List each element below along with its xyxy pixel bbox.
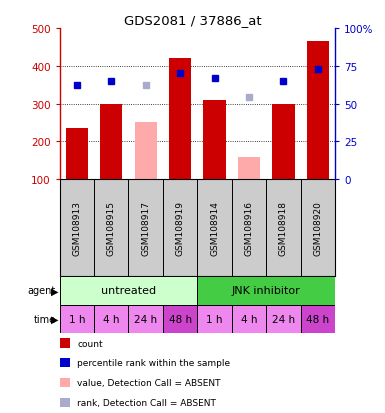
Bar (197, 277, 335, 305)
Text: count: count (77, 339, 103, 348)
Text: GSM108917: GSM108917 (141, 201, 150, 256)
Bar (266, 305, 301, 333)
Text: 24 h: 24 h (134, 314, 157, 324)
Text: GSM108913: GSM108913 (72, 201, 81, 256)
Text: GDS2081 / 37886_at: GDS2081 / 37886_at (124, 14, 261, 27)
Bar (306, 42, 329, 180)
Bar (197, 305, 232, 333)
Bar (232, 305, 266, 333)
Text: GSM108914: GSM108914 (210, 201, 219, 256)
Text: 1 h: 1 h (206, 314, 223, 324)
Text: 48 h: 48 h (306, 314, 329, 324)
Text: ▶: ▶ (52, 314, 59, 324)
Bar (272, 104, 295, 180)
Bar (100, 104, 122, 180)
Bar (134, 122, 157, 180)
Text: agent: agent (28, 286, 56, 296)
Text: 4 h: 4 h (241, 314, 257, 324)
Text: GSM108920: GSM108920 (313, 201, 322, 256)
Text: GSM108916: GSM108916 (244, 201, 253, 256)
Text: rank, Detection Call = ABSENT: rank, Detection Call = ABSENT (77, 398, 216, 407)
Text: GSM108915: GSM108915 (107, 201, 116, 256)
Text: value, Detection Call = ABSENT: value, Detection Call = ABSENT (77, 378, 221, 387)
Bar (60, 305, 94, 333)
Bar (203, 100, 226, 180)
Bar (238, 158, 260, 180)
Text: percentile rank within the sample: percentile rank within the sample (77, 358, 231, 368)
Bar (60, 277, 197, 305)
Text: 24 h: 24 h (272, 314, 295, 324)
Bar (129, 305, 163, 333)
Text: time: time (34, 314, 56, 324)
Text: GSM108918: GSM108918 (279, 201, 288, 256)
Text: untreated: untreated (101, 286, 156, 296)
Text: 1 h: 1 h (69, 314, 85, 324)
Bar (94, 305, 129, 333)
Bar (169, 59, 191, 180)
Bar (301, 305, 335, 333)
Text: JNK inhibitor: JNK inhibitor (232, 286, 301, 296)
Text: GSM108919: GSM108919 (176, 201, 185, 256)
Bar (66, 129, 88, 180)
Text: ▶: ▶ (52, 286, 59, 296)
Text: 4 h: 4 h (103, 314, 119, 324)
Bar (163, 305, 197, 333)
Text: 48 h: 48 h (169, 314, 192, 324)
